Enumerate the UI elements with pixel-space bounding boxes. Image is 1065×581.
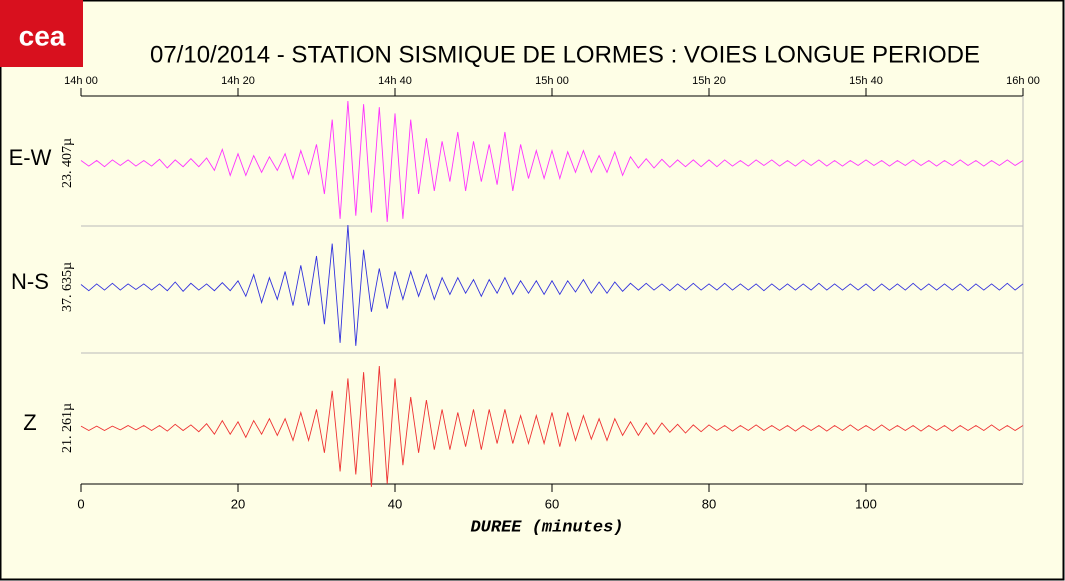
scale-label: 21. 261µ: [60, 403, 75, 453]
x2-tick-label: 14h 00: [64, 75, 98, 87]
channel-label: Z: [23, 410, 36, 435]
scale-label: 37. 635µ: [60, 262, 75, 312]
x2-tick-label: 14h 40: [378, 75, 412, 87]
chart-title: 07/10/2014 - STATION SISMIQUE DE LORMES …: [150, 41, 980, 68]
x-tick-label: 60: [545, 496, 559, 511]
channel-label: E-W: [9, 145, 52, 170]
x2-tick-label: 15h 40: [849, 75, 883, 87]
x-tick-label: 80: [702, 496, 716, 511]
x-axis-label: DUREE (minutes): [470, 518, 623, 537]
x-tick-label: 20: [231, 496, 245, 511]
x-tick-label: 0: [77, 496, 84, 511]
trace: [80, 100, 1024, 222]
logo: cea: [19, 20, 66, 51]
x-tick-label: 100: [855, 496, 877, 511]
channel-label: N-S: [11, 269, 49, 294]
x-tick-label: 40: [388, 496, 402, 511]
trace: [80, 365, 1024, 487]
x2-tick-label: 15h 00: [535, 75, 569, 87]
trace: [80, 224, 1024, 346]
x2-tick-label: 14h 20: [221, 75, 255, 87]
x2-tick-label: 15h 20: [692, 75, 726, 87]
scale-label: 23. 407µ: [60, 138, 75, 188]
logo-box: [0, 0, 83, 67]
x2-tick-label: 16h 00: [1006, 75, 1040, 87]
